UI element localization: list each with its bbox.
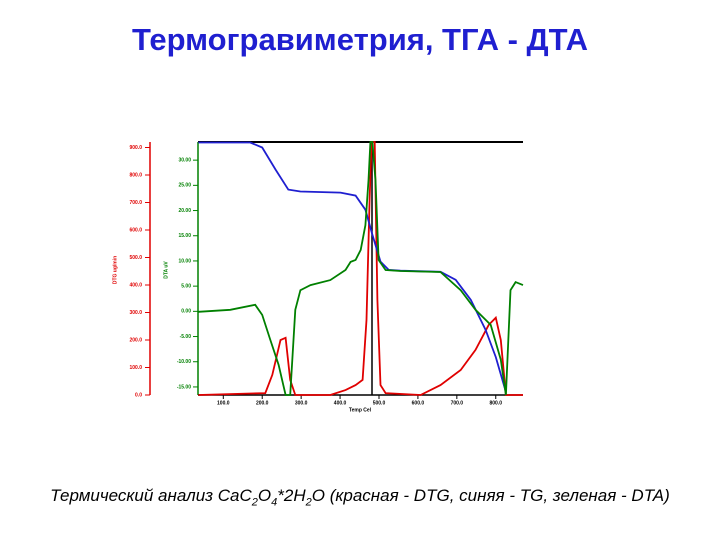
y-tick-label: 400.0	[129, 282, 142, 288]
y2-tick-label: -5.00	[180, 334, 192, 340]
x-tick-label: 300.0	[295, 400, 308, 406]
slide-title: Термогравиметрия, ТГА - ДТА	[132, 22, 588, 57]
x-axis-label: Temp Cel	[349, 407, 372, 413]
y-tick-label: 100.0	[129, 365, 142, 371]
y2-tick-label: 0.00	[181, 309, 191, 315]
caption: Термический анализ CaC2O4*2H2O (красная …	[0, 486, 720, 508]
y-tick-label: 300.0	[129, 310, 142, 316]
caption-text: O (красная - DTG, синяя - TG, зеленая - …	[311, 486, 670, 505]
y-tick-label: 200.0	[129, 337, 142, 343]
y-tick-label: 800.0	[129, 172, 142, 178]
y2-tick-label: 10.00	[178, 258, 191, 264]
series-line	[198, 141, 524, 396]
caption-text: Термический анализ CaC	[50, 486, 252, 505]
y2-tick-label: -10.00	[177, 359, 191, 365]
x-tick-label: 100.0	[217, 400, 230, 406]
x-tick-label: 700.0	[451, 400, 464, 406]
y-axis-label: DTG ug/min	[112, 256, 118, 284]
x-tick-label: 500.0	[373, 400, 386, 406]
y2-tick-label: 20.00	[178, 208, 191, 214]
y2-tick-label: -15.00	[177, 384, 191, 390]
y2-tick-label: 5.00	[181, 283, 191, 289]
series-line	[198, 141, 507, 393]
y-tick-label: 900.0	[129, 145, 142, 151]
y2-tick-label: 15.00	[178, 233, 191, 239]
x-tick-label: 600.0	[412, 400, 425, 406]
x-tick-label: 400.0	[334, 400, 347, 406]
x-tick-label: 800.0	[489, 400, 502, 406]
y-tick-label: 500.0	[129, 255, 142, 261]
y2-tick-label: 30.00	[178, 157, 191, 163]
caption-text: O	[257, 486, 272, 505]
y-tick-label: 700.0	[129, 200, 142, 206]
y2-axis-label: DTA uV	[163, 261, 169, 279]
series-line	[198, 141, 523, 396]
caption-subscript: 4	[271, 496, 278, 509]
caption-subscript: 2	[305, 496, 312, 509]
y-tick-label: 0.0	[135, 392, 142, 398]
y2-tick-label: 25.00	[178, 183, 191, 189]
caption-text: *2H	[277, 486, 306, 505]
caption-subscript: 2	[251, 496, 258, 509]
y-tick-label: 600.0	[129, 227, 142, 233]
x-tick-label: 200.0	[256, 400, 269, 406]
